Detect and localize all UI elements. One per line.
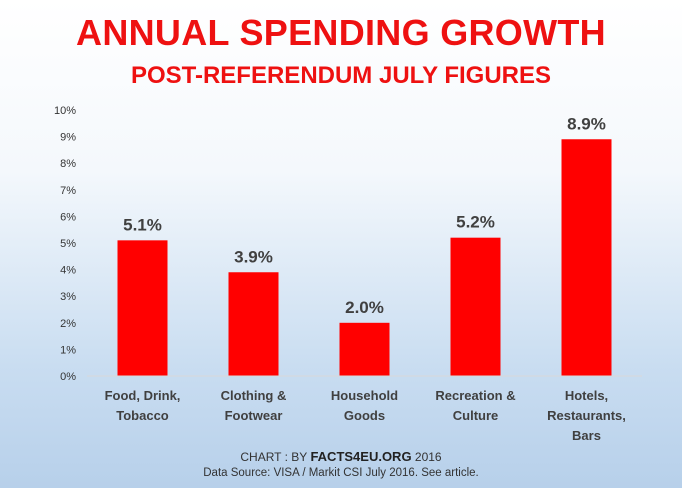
data-label: 2.0%	[345, 298, 384, 317]
chart-subtitle: POST-REFERENDUM JULY FIGURES	[130, 62, 552, 89]
y-tick-label: 6%	[60, 211, 76, 223]
bar	[561, 139, 612, 376]
x-axis: Food, Drink, Tobacco Clothing & Footwear Hou…	[87, 375, 642, 443]
data-label: 3.9%	[234, 247, 273, 266]
credit-brand: FACTS4EU.ORG	[310, 449, 412, 464]
x-category-label: Household Goods	[331, 388, 398, 423]
y-tick-label: 3%	[60, 291, 76, 303]
y-tick-label: 1%	[60, 344, 76, 356]
y-axis: 0% 1% 2% 3% 4% 5% 6% 7% 8% 9% 10%	[54, 105, 76, 383]
bar	[339, 322, 390, 376]
credit-prefix: CHART : BY	[240, 450, 308, 464]
bar	[117, 240, 168, 376]
data-label: 8.9%	[567, 114, 606, 133]
data-label: 5.1%	[123, 215, 162, 234]
data-labels: 5.1% 3.9% 2.0% 5.2% 8.9%	[123, 114, 606, 317]
y-tick-label: 8%	[60, 158, 76, 170]
y-tick-label: 2%	[60, 318, 76, 330]
chart-title: ANNUAL SPENDING GROWTH	[76, 12, 606, 53]
bar	[450, 237, 501, 376]
x-category-label: Clothing & Footwear	[221, 388, 287, 423]
y-tick-label: 0%	[60, 371, 76, 383]
y-tick-label: 10%	[54, 105, 76, 117]
data-label: 5.2%	[456, 213, 495, 232]
bar	[228, 272, 279, 376]
x-category-label: Food, Drink, Tobacco	[105, 388, 181, 423]
y-tick-label: 7%	[60, 185, 76, 197]
x-category-label: Recreation & Culture	[435, 388, 515, 423]
y-tick-label: 5%	[60, 238, 76, 250]
x-category-label: Hotels, Restaurants, Bars	[547, 388, 626, 443]
credit-year: 2016	[414, 450, 442, 464]
y-tick-label: 4%	[60, 265, 76, 277]
y-tick-label: 9%	[60, 132, 76, 144]
bars	[117, 139, 612, 376]
data-source: Data Source: VISA / Markit CSI July 2016…	[203, 467, 479, 479]
chart-credit: CHART : BY FACTS4EU.ORG 2016	[0, 449, 682, 464]
